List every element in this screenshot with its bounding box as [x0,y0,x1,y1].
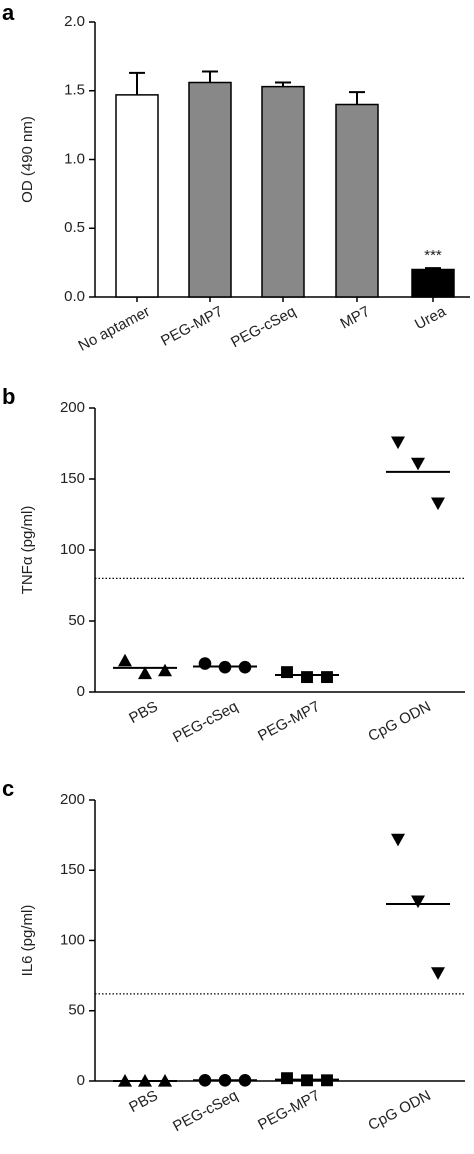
y-tick-label: 0.0 [64,288,85,305]
y-axis-label: IL6 (pg/ml) [19,905,36,977]
y-tick-label: 1.5 [64,82,85,99]
y-tick-label: 100 [60,931,85,948]
annotation: *** [424,247,442,264]
y-tick-label: 2.0 [64,13,85,30]
data-point [391,833,405,847]
x-tick-label: PEG-MP7 [255,1087,323,1134]
panel-label: c [2,776,14,801]
x-tick-label: PEG-cSeq [170,698,241,746]
bar [335,103,379,298]
data-point [301,671,313,684]
data-point [411,895,425,909]
x-tick-label: PEG-cSeq [170,1087,241,1135]
x-tick-label: PEG-cSeq [228,303,299,351]
x-tick-label: Urea [412,303,449,334]
y-tick-label: 200 [60,791,85,808]
y-axis-label: OD (490 nm) [19,116,36,203]
bar [115,94,159,298]
data-point [321,671,333,684]
data-point [281,666,293,679]
x-tick-label: PEG-MP7 [255,698,323,745]
y-tick-label: 50 [68,612,85,629]
x-tick-label: PEG-MP7 [158,303,226,350]
x-tick-label: CpG ODN [365,698,433,745]
y-tick-label: 150 [60,861,85,878]
x-tick-label: MP7 [338,303,373,332]
y-tick-label: 0 [77,1072,85,1089]
data-point [431,967,445,980]
panel-label: a [2,0,15,25]
y-tick-label: 0.5 [64,219,85,236]
bar [188,81,232,298]
bar [411,268,455,298]
data-point [198,657,212,670]
x-tick-label: CpG ODN [365,1087,433,1134]
x-tick-label: No aptamer [76,303,153,355]
y-tick-label: 50 [68,1002,85,1019]
x-tick-label: PBS [126,698,160,727]
data-point [411,457,425,471]
data-point [391,436,405,450]
data-point [281,1072,293,1085]
data-point [118,653,132,667]
bar [261,85,305,298]
y-axis-label: TNFα (pg/ml) [19,506,36,595]
panel-label: b [2,384,15,409]
y-tick-label: 200 [60,399,85,416]
y-tick-label: 150 [60,470,85,487]
y-tick-label: 0 [77,683,85,700]
y-tick-label: 100 [60,541,85,558]
data-point [138,666,152,680]
data-point [431,497,445,511]
x-tick-label: PBS [126,1087,160,1116]
data-point [158,663,172,677]
y-tick-label: 1.0 [64,150,85,167]
